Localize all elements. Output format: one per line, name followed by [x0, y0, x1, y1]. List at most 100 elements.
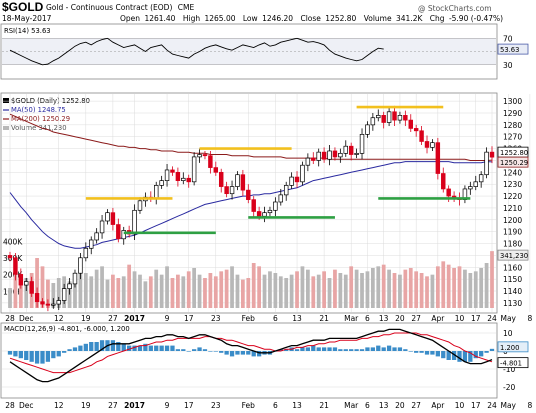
macd-histogram-bar [121, 343, 126, 351]
macd-histogram-bar [343, 349, 348, 351]
macd-histogram-bar [240, 351, 246, 355]
price-tick-label: 1160 [503, 263, 522, 272]
volume-bar [354, 269, 359, 308]
candle-body [392, 111, 397, 121]
x-tick-label-bottom: 6 [365, 401, 370, 410]
volume-bar [435, 266, 440, 308]
x-tick-label: 6 [365, 314, 370, 323]
candle-body [354, 152, 359, 155]
macd-histogram-bar [327, 347, 332, 351]
volume-bar [138, 274, 142, 308]
volume-bar [327, 278, 332, 308]
price-tick-label: 1300 [503, 97, 522, 106]
volume-tick-label: 400K [3, 237, 23, 246]
date-label: 18-May-2017 [2, 14, 52, 23]
candle-body [408, 119, 413, 129]
candle-body [413, 128, 419, 132]
volume-tick-label: 100K [3, 287, 23, 296]
x-tick-label-bottom: 21 [319, 401, 329, 410]
candle-body [311, 157, 316, 161]
macd-histogram-bar [376, 345, 381, 351]
macd-histogram-bar [354, 349, 359, 351]
candle-body [321, 151, 327, 160]
candle-body [213, 167, 219, 173]
volume-bar [46, 279, 50, 308]
macd-histogram-bar [208, 351, 213, 352]
volume-bar [73, 274, 77, 308]
candle-body [424, 141, 430, 148]
macd-histogram-bar [175, 349, 181, 351]
macd-histogram-bar [430, 351, 435, 355]
x-tick-label: May [500, 314, 516, 323]
low-value: 1246.20 [262, 14, 293, 23]
ma200-line [9, 113, 493, 161]
candle-body [72, 272, 78, 285]
candle-body [267, 209, 273, 214]
macd-hist-tag-box [497, 341, 529, 353]
volume-bar [35, 258, 39, 308]
volume-bar [490, 251, 494, 308]
candle-body [164, 169, 170, 181]
volume-bar [257, 266, 261, 308]
macd-histogram-bar [294, 349, 300, 351]
candle-body [89, 239, 94, 249]
ma200-tag-box [497, 156, 529, 168]
volume-bar [365, 271, 370, 308]
x-tick-label-bottom: 19 [81, 401, 91, 410]
macd-histogram-bar [462, 351, 468, 362]
rsi-tick-label: 70 [503, 34, 513, 43]
candle-body [273, 201, 278, 211]
x-tick-label: 17 [184, 314, 194, 323]
x-tick-label-bottom: 13 [292, 401, 302, 410]
macd-histogram-bar [332, 347, 338, 351]
macd-histogram-bar [213, 351, 218, 352]
price-tick-label: 1230 [503, 180, 522, 189]
candle-body [489, 151, 495, 158]
rsi-band [2, 38, 496, 65]
rsi-value-tag-box [497, 43, 529, 55]
macd-histogram-bar [251, 351, 256, 357]
volume-bar [398, 274, 402, 308]
price-tick-label: 1270 [503, 133, 522, 142]
volume-bar [463, 269, 467, 308]
macd-histogram-bar [284, 349, 289, 351]
x-tick-label: 20 [395, 314, 405, 323]
volume-tag-box [497, 249, 529, 261]
macd-histogram-bar [99, 340, 105, 351]
macd-histogram-bar [154, 345, 159, 351]
x-axis: 2828DecDec121219192727201720179917172323… [5, 314, 532, 410]
symbol-label[interactable]: $GOLD [2, 0, 44, 14]
volume-value: 341.2K [396, 14, 423, 23]
volume-bar [241, 279, 245, 308]
candle-body [386, 111, 392, 123]
macd-histogram-bar [34, 351, 40, 364]
rsi-tick-label: 30 [503, 61, 513, 70]
macd-histogram-bar [143, 343, 148, 351]
macd-histogram-bar [40, 351, 45, 364]
macd-histogram-bar [403, 349, 408, 351]
candle-body [359, 134, 365, 154]
candle-body [18, 274, 24, 286]
volume-bar [457, 266, 462, 308]
macd-histogram-bar [148, 345, 153, 351]
candle-body [246, 189, 251, 200]
macd-histogram-bar [164, 345, 170, 351]
price-tick-label: 1130 [503, 299, 522, 308]
macd-histogram-bar [62, 351, 67, 353]
candle-body [484, 151, 489, 176]
volume-bar [338, 273, 343, 308]
volume-bar [246, 278, 251, 308]
candle-body [381, 115, 386, 123]
candle-body [61, 288, 67, 301]
volume-bar [159, 274, 164, 308]
macd-histogram-bar [484, 351, 489, 353]
volume-bar [8, 288, 12, 308]
candle-body [278, 194, 284, 203]
macd-histogram-bar [219, 351, 224, 353]
volume-bar [300, 266, 305, 308]
candle-body [121, 230, 126, 240]
candle-body [348, 145, 354, 155]
macd-histogram-bar [414, 351, 419, 353]
candle-body [289, 176, 294, 186]
volume-bar [452, 268, 456, 308]
